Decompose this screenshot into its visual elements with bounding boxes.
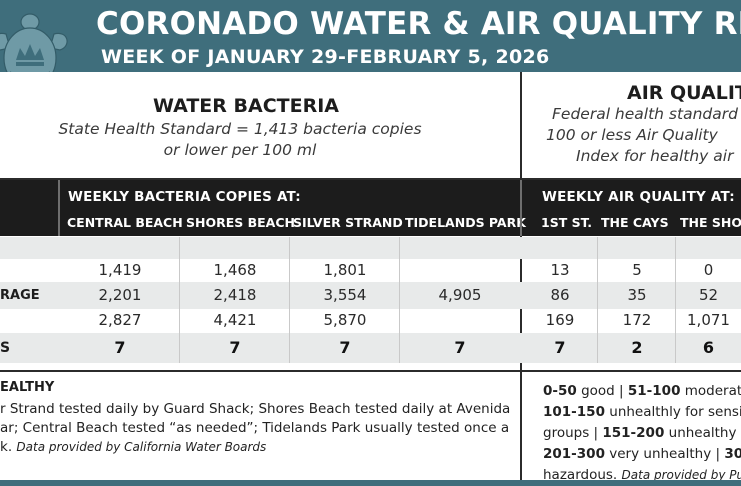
cell-1st-st: 169 xyxy=(545,311,575,329)
testing-notes-line-3-text: k. xyxy=(0,439,17,455)
testing-notes: r Strand tested daily by Guard Shack; Sh… xyxy=(0,400,515,457)
air-section-title: AIR QUALITY xyxy=(627,82,741,104)
cell-shores-air: 6 xyxy=(702,338,715,357)
testing-notes-line-1: r Strand tested daily by Guard Shack; Sh… xyxy=(0,401,511,417)
bottom-band xyxy=(0,480,741,486)
testing-notes-line-2: ar; Central Beach tested “as needed”; Ti… xyxy=(0,420,510,436)
legend-range: 51-100 xyxy=(627,383,681,399)
row-label: RAGE xyxy=(0,288,40,303)
col-the-cays: THE CAYS xyxy=(601,215,669,230)
water-standard-line-1: State Health Standard = 1,413 bacteria c… xyxy=(58,120,422,138)
report-week: WEEK OF JANUARY 29-FEBRUARY 5, 2026 xyxy=(101,46,550,68)
cell-silver: 3,554 xyxy=(323,286,367,304)
cell-1st-st: 13 xyxy=(550,261,570,279)
cell-shores: 4,421 xyxy=(213,311,257,329)
air-standard-line-1: Federal health standard xyxy=(552,105,738,123)
cell-shores-air: 52 xyxy=(698,286,719,304)
legend-range: 101-150 xyxy=(543,404,605,420)
column-divider xyxy=(597,237,598,363)
legend-range: 151-200 xyxy=(602,425,665,441)
report-header: CORONADO WATER & AIR QUALITY REPORT WEEK… xyxy=(0,0,741,72)
cell-cays: 2 xyxy=(631,338,643,357)
section-divider xyxy=(520,72,522,178)
table-bottom-rule xyxy=(0,370,741,372)
cell-shores: 2,418 xyxy=(213,286,257,304)
air-data-source: Data provided by Purp xyxy=(621,468,741,482)
cell-tidelands: 4,905 xyxy=(438,286,482,304)
water-bar-label: WEEKLY BACTERIA COPIES AT: xyxy=(68,189,301,205)
water-data-source: Data provided by California Water Boards xyxy=(16,440,267,454)
bar-section-divider xyxy=(520,179,522,236)
cell-shores: 7 xyxy=(229,338,241,357)
legend-text: moderate xyxy=(684,383,741,399)
legend-text: good | xyxy=(576,383,628,399)
legend-range: 301+ xyxy=(724,446,741,462)
top-rule xyxy=(0,178,741,180)
cell-cays: 35 xyxy=(627,286,647,304)
legend-line-3: groups | 151-200 unhealthy | xyxy=(543,423,741,444)
col-silver-strand: SILVER STRAND xyxy=(293,215,403,230)
air-standard-line-2: 100 or less Air Quality xyxy=(546,126,718,144)
cell-1st-st: 86 xyxy=(550,286,570,304)
table-row: RAGE 2,201 2,418 3,554 4,905 86 35 52 xyxy=(0,282,741,309)
footer-heading: EALTHY xyxy=(0,380,55,395)
col-central-beach: CENTRAL BEACH xyxy=(67,215,183,230)
column-divider xyxy=(289,237,290,363)
water-standard: State Health Standard = 1,413 bacteria c… xyxy=(40,119,440,161)
table-row: S 7 7 7 7 7 2 6 xyxy=(0,333,741,363)
legend-text: hazardous. xyxy=(543,467,622,483)
legend-text: unhealthly for sensitive xyxy=(609,404,741,420)
legend-text: groups | xyxy=(543,425,603,441)
cell-tidelands: 7 xyxy=(454,338,466,357)
legend-line-2: 101-150 unhealthly for sensitive xyxy=(543,402,741,423)
cell-central: 7 xyxy=(114,338,126,357)
row-label: S xyxy=(0,340,11,356)
cell-shores: 1,468 xyxy=(213,261,257,279)
air-standard: Federal health standard 100 or less Air … xyxy=(540,104,741,167)
air-standard-line-3: Index for healthy air xyxy=(576,147,734,165)
cell-silver: 1,801 xyxy=(323,261,367,279)
report-title: CORONADO WATER & AIR QUALITY REPORT xyxy=(96,6,741,42)
legend-line-5: hazardous. Data provided by Purp xyxy=(543,465,741,486)
cell-central: 2,827 xyxy=(98,311,142,329)
cell-cays: 172 xyxy=(622,311,652,329)
aqi-legend: 0-50 good | 51-100 moderate 101-150 unhe… xyxy=(543,381,741,486)
water-section-title: WATER BACTERIA xyxy=(153,95,339,117)
legend-range: 0-50 xyxy=(543,383,577,399)
cell-shores-air: 1,071 xyxy=(687,311,730,329)
cell-central: 2,201 xyxy=(98,286,142,304)
cell-silver: 7 xyxy=(339,338,351,357)
table-header-bar: WEEKLY BACTERIA COPIES AT: CENTRAL BEACH… xyxy=(0,179,741,236)
col-the-shores: THE SHO xyxy=(680,215,741,230)
col-tidelands-park: TIDELANDS PARK xyxy=(405,215,526,230)
cell-1st-st: 7 xyxy=(554,338,566,357)
col-1st-st: 1ST ST. xyxy=(541,215,592,230)
cell-silver: 5,870 xyxy=(323,311,367,329)
column-divider xyxy=(179,237,180,363)
cell-shores-air: 0 xyxy=(703,261,714,279)
table-row: 2,827 4,421 5,870 169 172 1,071 xyxy=(0,309,741,333)
air-bar-label: WEEKLY AIR QUALITY AT: xyxy=(542,189,735,205)
legend-range: 201-300 xyxy=(543,446,605,462)
column-divider xyxy=(675,237,676,363)
col-shores-beach: SHORES BEACH xyxy=(186,215,295,230)
legend-line-1: 0-50 good | 51-100 moderate xyxy=(543,381,741,402)
sea-turtle-icon xyxy=(0,13,68,72)
cell-cays: 5 xyxy=(632,261,642,279)
table-row-spacer xyxy=(0,237,741,259)
legend-text: unhealthy | xyxy=(664,425,741,441)
testing-notes-line-3: k. Data provided by California Water Boa… xyxy=(0,438,515,457)
table-row: 1,419 1,468 1,801 13 5 0 xyxy=(0,259,741,282)
row-label-divider xyxy=(58,179,60,236)
legend-line-4: 201-300 very unhealthy | 301+ xyxy=(543,444,741,465)
column-divider xyxy=(399,237,400,363)
cell-central: 1,419 xyxy=(98,261,142,279)
legend-text: very unhealthy | xyxy=(604,446,725,462)
water-standard-line-2: or lower per 100 ml xyxy=(163,141,317,159)
